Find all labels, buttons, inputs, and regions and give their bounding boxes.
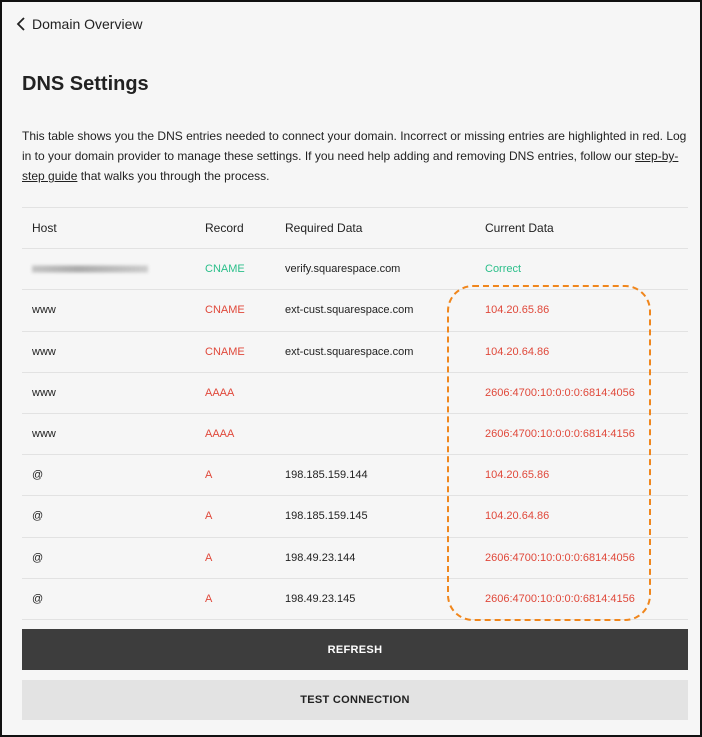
header-record: Record (205, 221, 244, 236)
table-row: www AAAA 2606:4700:10:0:0:0:6814:4056 (22, 373, 688, 414)
required-data-cell: 198.185.159.144 (285, 469, 368, 482)
header-host: Host (32, 221, 57, 236)
current-data-cell: Correct (485, 263, 522, 276)
current-data-cell: 2606:4700:10:0:0:0:6814:4056 (485, 551, 635, 564)
record-cell: CNAME (205, 304, 245, 317)
required-data-cell: verify.squarespace.com (285, 263, 401, 276)
current-data-cell: 2606:4700:10:0:0:0:6814:4156 (485, 428, 635, 441)
header-required-data: Required Data (285, 221, 363, 236)
host-cell: www (32, 304, 56, 317)
back-to-domain-overview[interactable]: Domain Overview (16, 16, 142, 32)
record-cell: A (205, 592, 213, 605)
header-current-data: Current Data (485, 221, 554, 236)
back-label: Domain Overview (32, 16, 143, 32)
host-cell: www (32, 345, 56, 358)
record-cell: A (205, 551, 213, 564)
table-row: CNAME verify.squarespace.com Correct (22, 249, 688, 291)
host-cell: @ (32, 510, 44, 523)
table-row: @ A 198.49.23.144 2606:4700:10:0:0:0:6814:4… (22, 538, 688, 579)
table-row: www CNAME ext-cust.squarespace.com 104.20.6… (22, 332, 688, 373)
host-cell: @ (32, 592, 44, 605)
record-cell: AAAA (205, 428, 235, 441)
record-cell: CNAME (205, 345, 245, 358)
host-cell: @ (32, 469, 44, 482)
table-row: www CNAME ext-cust.squarespace.com 104.20.6… (22, 290, 688, 332)
host-cell: www (32, 428, 56, 441)
current-data-cell: 104.20.65.86 (485, 304, 550, 317)
test-connection-button[interactable]: TEST CONNECTION (22, 680, 688, 720)
record-cell: CNAME (205, 263, 245, 276)
required-data-cell: 198.49.23.144 (285, 551, 356, 564)
redacted-host (32, 265, 148, 273)
record-cell: A (205, 510, 213, 523)
required-data-cell: 198.49.23.145 (285, 592, 356, 605)
step-by-step-guide-link[interactable]: step-by-step guide (22, 149, 679, 183)
chevron-left-icon (16, 17, 25, 31)
current-data-cell: 2606:4700:10:0:0:0:6814:4056 (485, 386, 635, 399)
record-cell: AAAA (205, 386, 235, 399)
description-text-end: that walks you through the process. (77, 169, 270, 183)
page-title: DNS Settings (22, 73, 149, 95)
description-text: This table shows you the DNS entries nee… (22, 129, 687, 163)
dns-table: Host Record Required Data Current Data C… (22, 207, 688, 620)
required-data-cell: ext-cust.squarespace.com (285, 345, 414, 358)
current-data-cell: 104.20.64.86 (485, 510, 550, 523)
host-cell: @ (32, 551, 44, 564)
required-data-cell: ext-cust.squarespace.com (285, 304, 414, 317)
refresh-button[interactable]: REFRESH (22, 629, 688, 670)
current-data-cell: 104.20.64.86 (485, 345, 550, 358)
table-row: @ A 198.185.159.145 104.20.64.86 (22, 496, 688, 538)
table-row: www AAAA 2606:4700:10:0:0:0:6814:4156 (22, 414, 688, 456)
page-description: This table shows you the DNS entries nee… (22, 126, 690, 186)
table-row: @ A 198.49.23.145 2606:4700:10:0:0:0:6814:4… (22, 579, 688, 620)
host-cell: www (32, 386, 56, 399)
current-data-cell: 104.20.65.86 (485, 469, 550, 482)
record-cell: A (205, 469, 213, 482)
table-header: Host Record Required Data Current Data (22, 208, 688, 250)
current-data-cell: 2606:4700:10:0:0:0:6814:4156 (485, 592, 635, 605)
required-data-cell: 198.185.159.145 (285, 510, 368, 523)
table-row: @ A 198.185.159.144 104.20.65.86 (22, 455, 688, 497)
